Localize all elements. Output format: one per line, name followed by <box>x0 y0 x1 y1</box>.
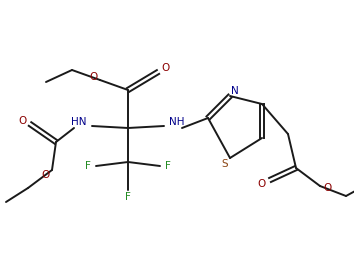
Text: O: O <box>161 63 169 73</box>
Text: O: O <box>41 170 49 180</box>
Text: O: O <box>89 72 97 82</box>
Text: F: F <box>165 161 171 171</box>
Text: O: O <box>258 179 266 189</box>
Text: O: O <box>18 116 26 126</box>
Text: F: F <box>125 192 131 202</box>
Text: F: F <box>85 161 91 171</box>
Text: NH: NH <box>169 117 185 127</box>
Text: HN: HN <box>71 117 87 127</box>
Text: O: O <box>323 183 331 193</box>
Text: N: N <box>231 86 239 96</box>
Text: S: S <box>222 159 228 169</box>
